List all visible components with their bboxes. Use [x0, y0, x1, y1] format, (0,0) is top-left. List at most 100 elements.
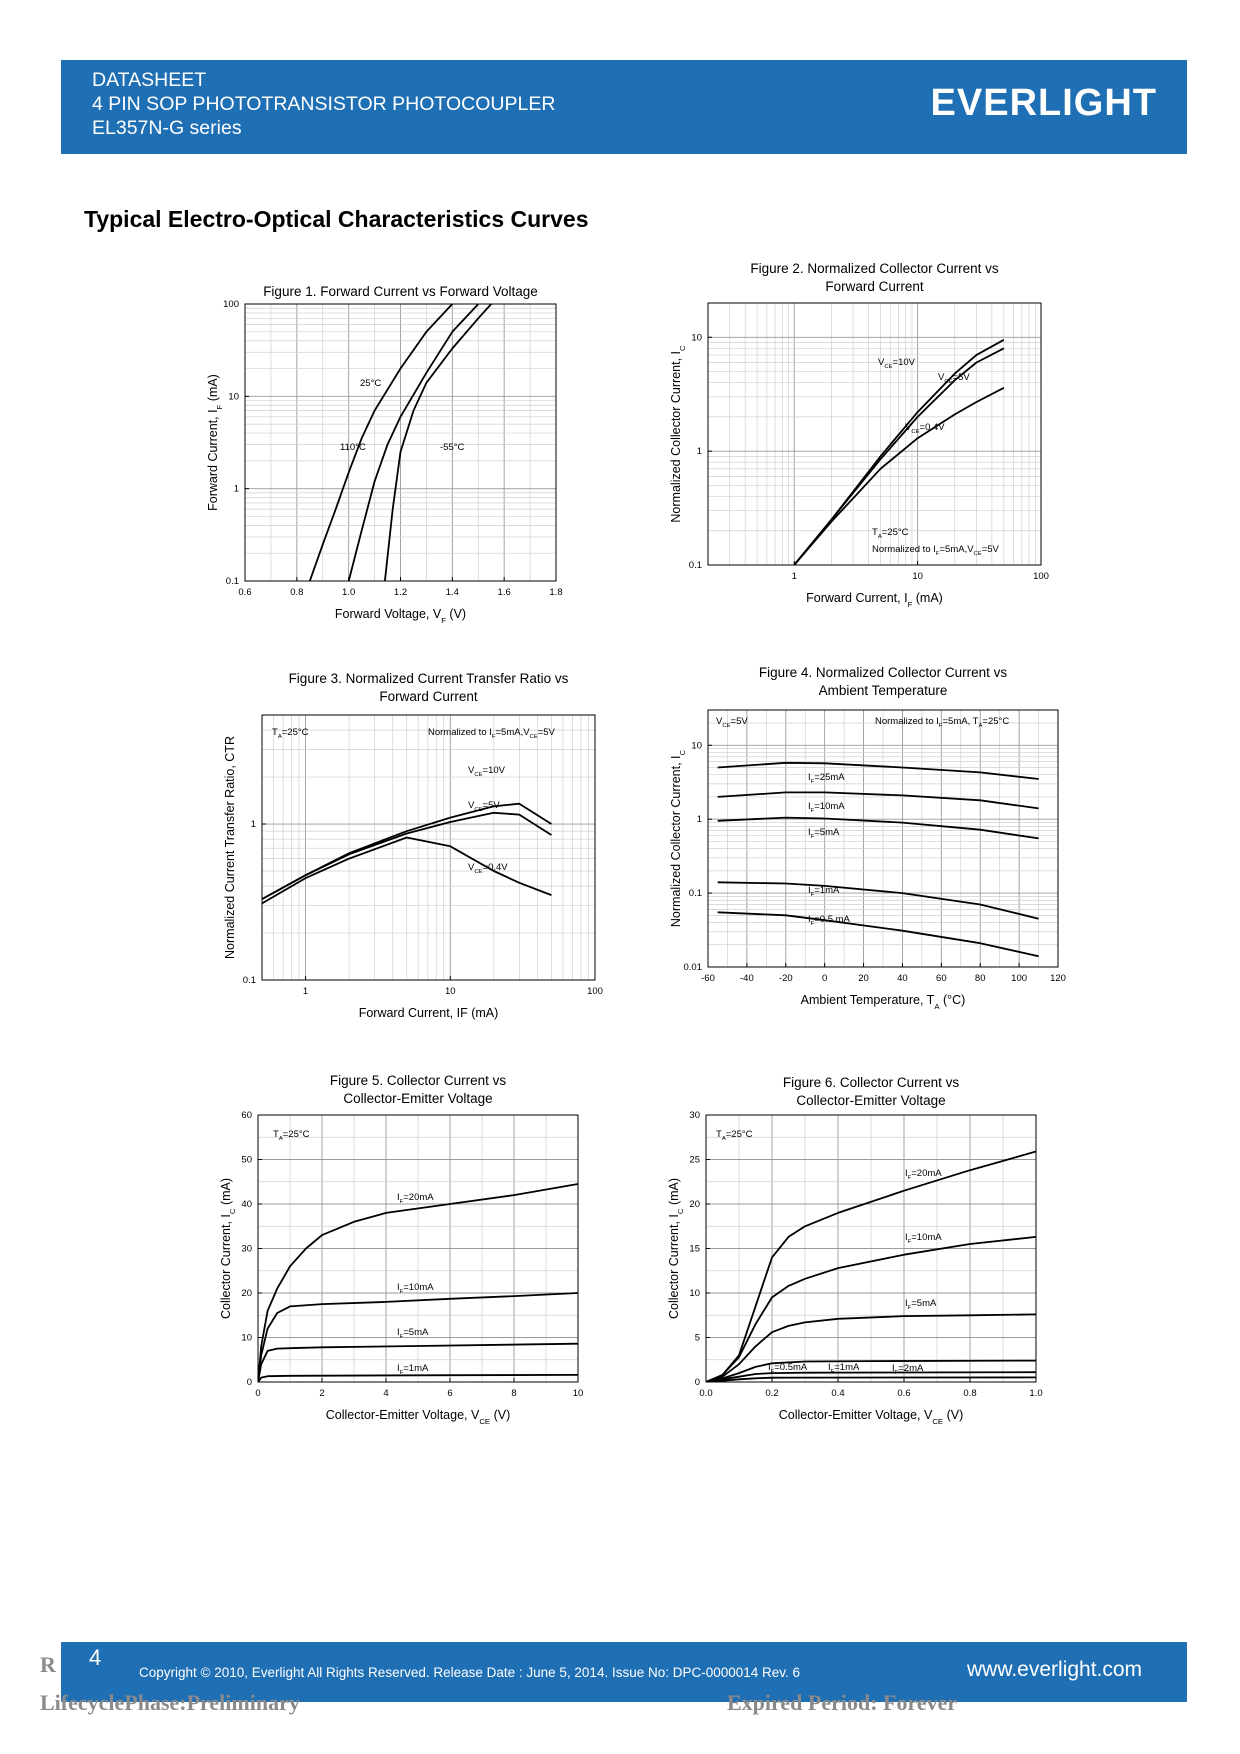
plot-frame [707, 709, 1059, 968]
grid [707, 302, 1042, 566]
text-part: =2mA [898, 1363, 924, 1374]
subscript: F [908, 1305, 912, 1311]
text-part: V [716, 716, 723, 727]
text-part: =5mA [814, 827, 840, 838]
subscript: F [811, 921, 815, 927]
subscript: F [939, 723, 943, 729]
text-part: =0.4V [920, 422, 946, 433]
series-line-if-2ma [706, 1359, 1036, 1382]
chart-title-line2: Collector-Emitter Voltage [343, 1091, 492, 1106]
chart-title: Figure 2. Normalized Collector Current v… [750, 261, 999, 276]
text-part: Normalized Collector Current, I [669, 351, 683, 523]
text-part: 110°C [340, 442, 366, 453]
text-part: (mA) [206, 374, 220, 405]
text-part: Normalized Collector Current, I [669, 756, 683, 928]
subscript: CE [932, 1417, 943, 1426]
text-part: =1mA [834, 1362, 860, 1373]
series-line-if-20ma [258, 1183, 578, 1382]
series-line-if-1ma [258, 1374, 578, 1382]
expired-period: Expired Period: Forever [727, 1690, 958, 1715]
y-axis-label: Collector Current, IC (mA) [667, 1178, 685, 1319]
subscript: CE [884, 364, 892, 370]
chart-annotation: IF=5mA [905, 1298, 937, 1311]
website-link[interactable]: www.everlight.com [967, 1658, 1143, 1681]
x-tick-label: 0 [822, 973, 827, 984]
x-tick-label: 20 [858, 973, 869, 984]
text-part: =10mA [403, 1282, 434, 1293]
figure-3-chart: 1 10 100 0.1 1 Figure 3. Normalized Current T… [223, 671, 603, 1020]
text-part: =5V [982, 544, 1000, 555]
text-part: T [872, 527, 878, 538]
subscript: F [400, 1370, 404, 1376]
text-part: =25°C [726, 1129, 753, 1140]
subscript: F [492, 734, 496, 740]
series-line-if-5ma [706, 1313, 1036, 1382]
y-tick-label: 10 [228, 391, 239, 402]
text-part: I [808, 885, 811, 896]
series-line-if-10ma [717, 791, 1039, 810]
subscript: F [811, 808, 815, 814]
text-part: V [938, 372, 945, 383]
series-line-vce-0.4v [793, 387, 1005, 565]
text-part: T [716, 1129, 722, 1140]
text-part: =1mA [403, 1363, 429, 1374]
subscript: CE [479, 1417, 490, 1426]
series-line-if-10ma [258, 1292, 578, 1382]
subscript: A [722, 1136, 726, 1142]
chart-annotation: VCE=5V [468, 800, 500, 813]
x-axis-label: Forward Current, IF (mA) [806, 591, 943, 609]
y-axis-label: Collector Current, IC (mA) [219, 1178, 237, 1319]
text-part: =5mA, T [942, 716, 978, 727]
text-part: =20mA [403, 1192, 434, 1203]
grid [705, 1114, 1037, 1383]
subscript: CE [474, 869, 482, 875]
x-tick-label: 1 [303, 986, 308, 997]
text-part: =5mA [911, 1298, 937, 1309]
x-axis-label: Collector-Emitter Voltage, VCE (V) [779, 1408, 963, 1426]
x-tick-label: 1.8 [549, 587, 562, 598]
x-tick-label: 6 [447, 1388, 452, 1399]
y-tick-label: 0.1 [689, 560, 702, 571]
subscript: F [811, 779, 815, 785]
chart-annotation: -55°C [440, 442, 465, 453]
y-tick-label: 1 [234, 484, 239, 495]
y-tick-label: 10 [689, 1288, 700, 1299]
text-part: Normalized to I [428, 727, 492, 738]
subscript: F [441, 616, 446, 625]
x-tick-label: 120 [1050, 973, 1066, 984]
x-axis-label: Ambient Temperature, TA (°C) [801, 993, 966, 1011]
text-part: V [468, 765, 475, 776]
header-line-series: EL357N-G series [92, 117, 242, 139]
x-tick-label: -20 [779, 973, 793, 984]
subscript: C [228, 1208, 237, 1214]
chart-annotation: 110°C [340, 442, 366, 453]
header-line-product: 4 PIN SOP PHOTOTRANSISTOR PHOTOCOUPLER [92, 93, 556, 115]
chart-annotation: IF=5mA [808, 827, 840, 840]
chart-annotation: TA=25°C [872, 527, 909, 540]
subscript: CE [474, 772, 482, 778]
chart-title: Figure 3. Normalized Current Transfer Ra… [289, 671, 569, 686]
subscript: CE [722, 723, 730, 729]
text-part: (V) [490, 1408, 510, 1422]
y-tick-label: 1 [251, 819, 256, 830]
text-part: Normalized to I [875, 716, 939, 727]
y-tick-label: 10 [691, 740, 702, 751]
text-part: I [397, 1282, 400, 1293]
y-tick-label: 25 [689, 1155, 700, 1166]
chart-annotation: IF=10mA [808, 801, 845, 814]
subscript: A [934, 1002, 940, 1011]
text-part: =1mA [814, 885, 840, 896]
chart-annotation: IF=25mA [808, 772, 845, 785]
text-part: V [468, 862, 475, 873]
text-part: Forward Current, I [206, 409, 220, 510]
y-tick-label: 0.1 [226, 576, 239, 587]
text-part: I [828, 1362, 831, 1373]
plot-frame [261, 714, 596, 981]
y-tick-label: 0.01 [684, 962, 703, 973]
subscript: A [278, 734, 282, 740]
x-tick-label: -60 [701, 973, 715, 984]
text-part: I [892, 1363, 895, 1374]
y-axis-label: Forward Current, IF (mA) [206, 374, 224, 511]
x-tick-label: 4 [383, 1388, 388, 1399]
text-part: I [397, 1192, 400, 1203]
